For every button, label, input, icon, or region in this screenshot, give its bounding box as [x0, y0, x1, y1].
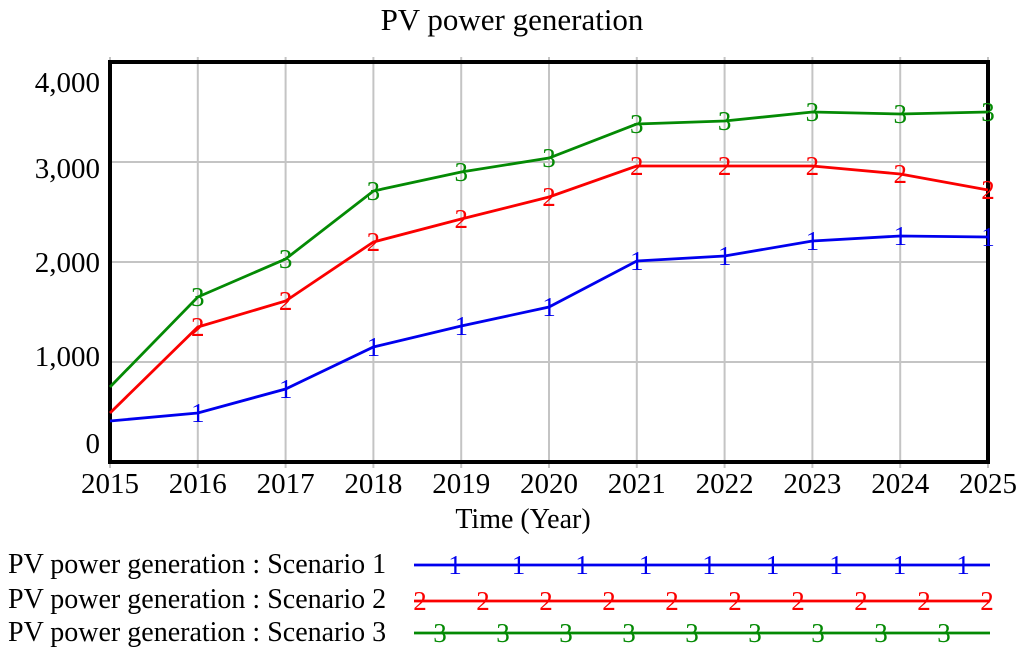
legend-key-marker: 2 [602, 586, 616, 616]
data-point-marker-scenario-1: 1 [191, 398, 205, 428]
data-point-marker-scenario-3: 3 [542, 143, 556, 173]
x-tick-label: 2025 [959, 468, 1017, 500]
x-axis-title: Time (Year) [455, 504, 591, 535]
data-point-marker-scenario-2: 2 [981, 175, 995, 205]
legend-line-scenario-3: 3 3 3 3 3 3 3 3 3 [414, 618, 990, 648]
legend-key-marker: 3 [433, 618, 447, 648]
legend-key-marker: 1 [702, 550, 716, 580]
legend-key-marker: 2 [728, 586, 742, 616]
data-point-marker-scenario-3: 3 [806, 97, 820, 127]
data-point-marker-scenario-1: 1 [893, 221, 907, 251]
legend-label-scenario-1: PV power generation : Scenario 1 [8, 549, 387, 580]
data-point-marker-scenario-3: 3 [718, 106, 732, 136]
legend-key-marker: 3 [622, 618, 636, 648]
data-point-marker-scenario-1: 1 [454, 311, 468, 341]
data-point-marker-scenario-3: 3 [981, 97, 995, 127]
x-tick-label: 2024 [871, 468, 930, 500]
data-point-marker-scenario-1: 1 [630, 246, 644, 276]
data-point-marker-scenario-2: 2 [893, 159, 907, 189]
legend-key-marker: 1 [639, 550, 653, 580]
legend-key-marker: 3 [748, 618, 762, 648]
chart-title: PV power generation [380, 2, 644, 37]
y-tick-label: 1,000 [35, 341, 100, 373]
data-point-marker-scenario-3: 3 [454, 157, 468, 187]
data-point-marker-scenario-1: 1 [542, 292, 556, 322]
legend-label-scenario-3: PV power generation : Scenario 3 [8, 617, 387, 648]
legend-key-marker: 1 [829, 550, 843, 580]
y-tick-label: 3,000 [35, 153, 100, 185]
legend-key-marker: 2 [476, 586, 490, 616]
y-tick-label: 0 [86, 428, 101, 460]
data-point-marker-scenario-1: 1 [806, 226, 820, 256]
x-tick-label: 2020 [520, 468, 578, 500]
data-point-marker-scenario-2: 2 [718, 151, 732, 181]
x-tick-label: 2018 [344, 468, 402, 500]
legend-key-marker: 2 [980, 586, 994, 616]
legend-line-scenario-1: 1 1 1 1 1 1 1 1 1 [414, 550, 990, 580]
data-point-marker-scenario-1: 1 [279, 374, 293, 404]
legend-key-marker: 1 [893, 550, 907, 580]
legend-key-marker: 3 [496, 618, 510, 648]
legend-key-marker: 3 [937, 618, 951, 648]
x-tick-label: 2023 [783, 468, 841, 500]
data-point-marker-scenario-1: 1 [718, 241, 732, 271]
legend-key-marker: 3 [685, 618, 699, 648]
legend-key-marker: 2 [854, 586, 868, 616]
data-point-marker-scenario-3: 3 [893, 99, 907, 129]
legend-key-marker: 3 [811, 618, 825, 648]
x-tick-label: 2022 [696, 468, 754, 500]
data-point-marker-scenario-1: 1 [981, 222, 995, 252]
legend-key-marker: 3 [874, 618, 888, 648]
legend-key-marker: 1 [766, 550, 780, 580]
series-line-scenario-1 [109, 234, 989, 423]
data-point-marker-scenario-2: 2 [279, 286, 293, 316]
x-tick-label: 2015 [81, 468, 139, 500]
series-line-scenario-3 [108, 110, 989, 388]
legend-label-scenario-2: PV power generation : Scenario 2 [8, 584, 387, 615]
legend-key-marker: 2 [413, 586, 427, 616]
x-tick-label: 2017 [257, 468, 315, 500]
legend-key-marker: 2 [665, 586, 679, 616]
x-tick-label: 2021 [608, 468, 666, 500]
data-point-marker-scenario-2: 2 [454, 204, 468, 234]
data-point-marker-scenario-3: 3 [630, 109, 644, 139]
legend-key-marker: 2 [917, 586, 931, 616]
legend-key-marker: 1 [956, 550, 970, 580]
legend-key-marker: 2 [539, 586, 553, 616]
y-tick-label: 2,000 [35, 247, 100, 279]
legend-key-marker: 3 [559, 618, 573, 648]
plot-frame [108, 60, 990, 464]
data-point-marker-scenario-3: 3 [279, 244, 293, 274]
x-tick-label: 2019 [432, 468, 490, 500]
legend-key-marker: 1 [575, 550, 589, 580]
x-tick-label: 2016 [169, 468, 227, 500]
data-point-marker-scenario-2: 2 [367, 227, 381, 257]
data-point-marker-scenario-2: 2 [630, 151, 644, 181]
data-point-marker-scenario-2: 2 [542, 182, 556, 212]
data-point-marker-scenario-1: 1 [367, 332, 381, 362]
legend-key-marker: 1 [448, 550, 462, 580]
series-line-scenario-2 [109, 164, 989, 415]
data-point-marker-scenario-2: 2 [191, 312, 205, 342]
data-point-marker-scenario-2: 2 [806, 151, 820, 181]
legend-key-marker: 2 [791, 586, 805, 616]
legend-line-scenario-2: 2 2 2 2 2 2 2 2 2 2 [413, 586, 994, 616]
legend-key-marker: 1 [512, 550, 526, 580]
data-point-marker-scenario-3: 3 [367, 176, 381, 206]
y-tick-label: 4,000 [35, 67, 100, 99]
data-point-marker-scenario-3: 3 [191, 282, 205, 312]
